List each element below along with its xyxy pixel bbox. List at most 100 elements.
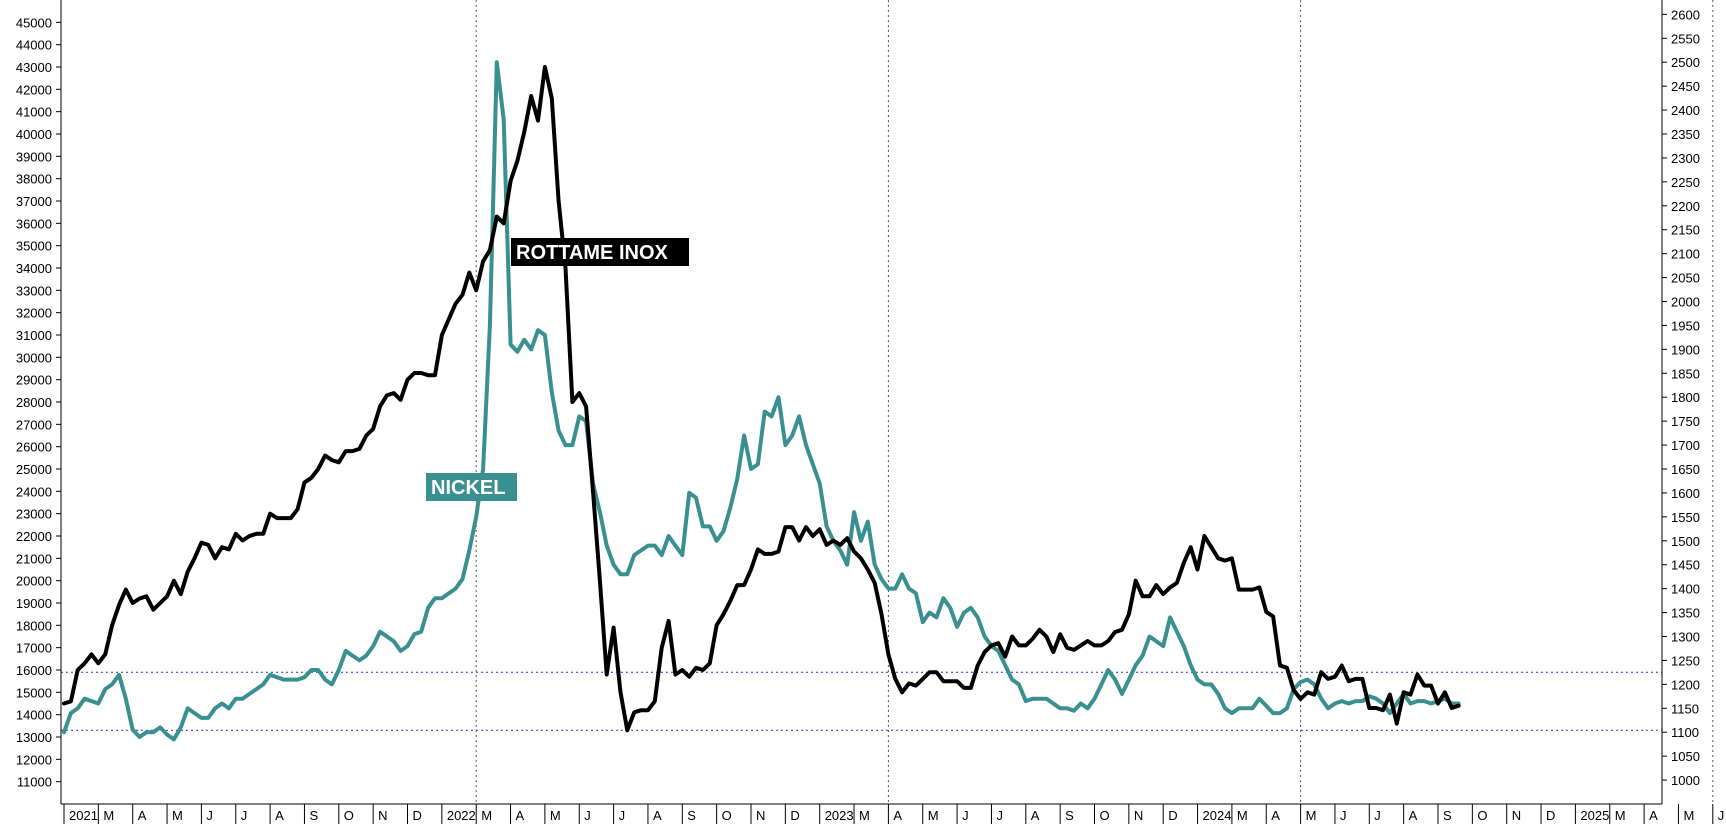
x-tick-label: M <box>1615 808 1626 823</box>
annotation-nickel: NICKEL <box>426 473 517 501</box>
left-tick-label: 35000 <box>16 239 52 254</box>
left-tick-label: 12000 <box>16 752 52 767</box>
x-tick-label: M <box>1306 808 1317 823</box>
right-tick-label: 2550 <box>1671 31 1700 46</box>
x-tick-label: 2022 <box>447 808 476 823</box>
x-tick-label: N <box>1134 808 1143 823</box>
right-tick-label: 2000 <box>1671 295 1700 310</box>
x-tick-label: J <box>1718 808 1725 823</box>
right-tick-label: 2150 <box>1671 223 1700 238</box>
grid-layer <box>61 0 1714 804</box>
right-tick-label: 1150 <box>1671 701 1699 716</box>
left-tick-label: 11000 <box>17 775 52 790</box>
left-tick-label: 30000 <box>16 350 52 365</box>
annotation-rottame-inox: ROTTAME INOX <box>511 238 689 266</box>
x-tick-label: O <box>1100 808 1110 823</box>
left-tick-label: 18000 <box>16 618 52 633</box>
left-tick-label: 24000 <box>16 484 52 499</box>
x-tick-label: M <box>1237 808 1248 823</box>
right-tick-label: 2300 <box>1671 151 1700 166</box>
x-tick-label: A <box>275 808 284 823</box>
right-tick-label: 2600 <box>1671 7 1700 22</box>
x-tick-label: M <box>928 808 939 823</box>
x-tick-label: O <box>1477 808 1487 823</box>
x-tick-label: A <box>1271 808 1280 823</box>
annotation-nickel-box <box>426 473 517 501</box>
x-tick-label: D <box>790 808 799 823</box>
x-tick-label: A <box>1649 808 1658 823</box>
left-tick-label: 25000 <box>16 462 52 477</box>
x-tick-label: S <box>1065 808 1074 823</box>
axes-layer: 11000 12000 13000 14000 15000 16000 17000 18000… <box>16 0 1725 824</box>
right-tick-label: 1000 <box>1671 773 1700 788</box>
x-tick-label: A <box>516 808 525 823</box>
right-tick-label: 2450 <box>1671 79 1700 94</box>
x-tick-label: J <box>584 808 591 823</box>
series-layer <box>62 60 1461 742</box>
right-tick-label: 1750 <box>1671 414 1700 429</box>
left-tick-label: 15000 <box>16 685 52 700</box>
right-tick-label: 1650 <box>1671 462 1700 477</box>
x-tick-label: O <box>344 808 354 823</box>
right-tick-label: 2200 <box>1671 199 1700 214</box>
x-tick-label: 2021 <box>69 808 98 823</box>
left-tick-label: 39000 <box>16 149 52 164</box>
left-tick-label: 42000 <box>16 82 52 97</box>
x-tick-label: A <box>138 808 147 823</box>
x-tick-label: M <box>1683 808 1694 823</box>
x-tick-label: N <box>756 808 765 823</box>
left-tick-label: 29000 <box>16 373 52 388</box>
right-tick-label: 1700 <box>1671 438 1700 453</box>
x-tick-label: M <box>172 808 183 823</box>
annotation-layer: ROTTAME INOX NICKEL <box>426 238 689 501</box>
left-tick-label: 43000 <box>16 60 52 75</box>
x-tick-label: 2025 <box>1580 808 1609 823</box>
x-tick-label: S <box>1443 808 1452 823</box>
right-tick-label: 1500 <box>1671 534 1700 549</box>
annotation-nickel-label: NICKEL <box>431 477 505 499</box>
right-tick-label: 1850 <box>1671 366 1700 381</box>
x-tick-label: J <box>206 808 213 823</box>
x-tick-label: J <box>619 808 626 823</box>
x-tick-label: J <box>962 808 969 823</box>
right-tick-label: 2050 <box>1671 271 1700 286</box>
right-tick-label: 1600 <box>1671 486 1700 501</box>
right-tick-label: 1950 <box>1671 318 1700 333</box>
left-tick-label: 14000 <box>16 708 52 723</box>
right-tick-label: 2100 <box>1671 247 1700 262</box>
x-tick-label: 2024 <box>1203 808 1232 823</box>
right-tick-label: 2400 <box>1671 103 1700 118</box>
right-tick-label: 1200 <box>1671 677 1700 692</box>
left-tick-label: 16000 <box>16 663 52 678</box>
x-tick-label: M <box>103 808 114 823</box>
right-tick-label: 2350 <box>1671 127 1700 142</box>
left-tick-label: 27000 <box>16 417 52 432</box>
x-tick-label: M <box>550 808 561 823</box>
left-tick-label: 21000 <box>16 551 52 566</box>
x-tick-label: D <box>413 808 422 823</box>
right-tick-label: 1450 <box>1671 558 1700 573</box>
annotation-rottame-inox-label: ROTTAME INOX <box>516 242 669 264</box>
left-tick-label: 13000 <box>16 730 52 745</box>
x-tick-label: 2023 <box>825 808 854 823</box>
left-tick-label: 22000 <box>16 529 52 544</box>
series-line-rottame-inox <box>62 65 1461 733</box>
left-tick-label: 17000 <box>16 641 52 656</box>
right-tick-label: 1250 <box>1671 653 1700 668</box>
x-tick-label: O <box>722 808 732 823</box>
left-tick-label: 32000 <box>16 306 52 321</box>
x-tick-label: J <box>996 808 1003 823</box>
right-tick-label: 2500 <box>1671 55 1700 70</box>
right-tick-label: 1550 <box>1671 510 1700 525</box>
x-tick-label: M <box>481 808 492 823</box>
left-tick-label: 23000 <box>16 507 52 522</box>
annotation-rottame-inox-box <box>511 238 689 266</box>
left-tick-label: 38000 <box>16 172 52 187</box>
x-tick-label: A <box>1409 808 1418 823</box>
right-tick-label: 1400 <box>1671 582 1700 597</box>
left-tick-label: 34000 <box>16 261 52 276</box>
right-tick-label: 1300 <box>1671 630 1700 645</box>
left-tick-label: 45000 <box>16 15 52 30</box>
right-tick-label: 1050 <box>1671 749 1700 764</box>
